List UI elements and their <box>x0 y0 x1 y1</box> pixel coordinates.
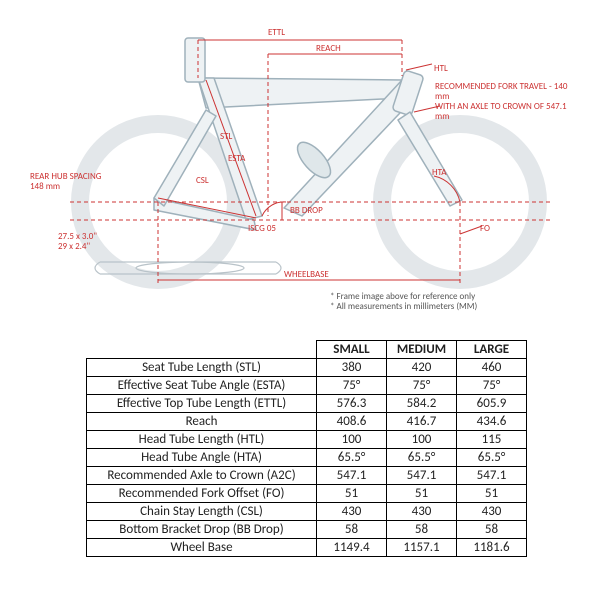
row-label: Bottom Bracket Drop (BB Drop) <box>87 521 317 539</box>
cell: 420 <box>387 359 457 377</box>
label-reach: REACH <box>316 44 341 54</box>
cell: 75° <box>387 377 457 395</box>
table-row: Recommended Axle to Crown (A2C)547.1547.… <box>87 467 527 485</box>
row-label: Effective Top Tube Length (ETTL) <box>87 395 317 413</box>
cell: 1157.1 <box>387 539 457 557</box>
label-hta: HTA <box>432 168 447 178</box>
label-stl: STL <box>220 132 232 142</box>
table-row: Reach408.6416.7434.6 <box>87 413 527 431</box>
table-row: Effective Top Tube Length (ETTL)576.3584… <box>87 395 527 413</box>
cell: 408.6 <box>317 413 387 431</box>
label-tires: 27.5 x 3.0"29 x 2.4" <box>58 232 97 252</box>
cell: 547.1 <box>317 467 387 485</box>
cell: 416.7 <box>387 413 457 431</box>
table-row: Effective Seat Tube Angle (ESTA)75°75°75… <box>87 377 527 395</box>
frame-outline <box>154 38 462 230</box>
label-fo: FO <box>480 224 490 234</box>
cell: 434.6 <box>457 413 527 431</box>
cell: 605.9 <box>457 395 527 413</box>
cell: 460 <box>457 359 527 377</box>
cell: 58 <box>457 521 527 539</box>
table-row: Seat Tube Length (STL)380420460 <box>87 359 527 377</box>
col-large: LARGE <box>457 341 527 359</box>
geometry-table-body: Seat Tube Length (STL)380420460Effective… <box>87 359 527 557</box>
row-label: Recommended Axle to Crown (A2C) <box>87 467 317 485</box>
row-label: Effective Seat Tube Angle (ESTA) <box>87 377 317 395</box>
cell: 430 <box>317 503 387 521</box>
label-fork-note: RECOMMENDED FORK TRAVEL - 140 mmWITH AN … <box>435 82 575 122</box>
cell: 1181.6 <box>457 539 527 557</box>
footnote-2: * All measurements in millimeters (MM) <box>330 302 477 313</box>
row-label: Wheel Base <box>87 539 317 557</box>
cell: 547.1 <box>387 467 457 485</box>
cell: 65.5° <box>387 449 457 467</box>
label-bbdrop: BB DROP <box>290 206 323 216</box>
cell: 58 <box>317 521 387 539</box>
cell: 547.1 <box>457 467 527 485</box>
row-label: Reach <box>87 413 317 431</box>
cell: 51 <box>317 485 387 503</box>
row-label: Seat Tube Length (STL) <box>87 359 317 377</box>
cell: 65.5° <box>317 449 387 467</box>
row-label: Head Tube Length (HTL) <box>87 431 317 449</box>
row-label: Chain Stay Length (CSL) <box>87 503 317 521</box>
label-wheelbase: WHEELBASE <box>284 270 329 280</box>
label-ettl: ETTL <box>268 28 285 38</box>
table-row: Chain Stay Length (CSL)430430430 <box>87 503 527 521</box>
cell: 65.5° <box>457 449 527 467</box>
cell: 75° <box>457 377 527 395</box>
col-small: SMALL <box>317 341 387 359</box>
col-medium: MEDIUM <box>387 341 457 359</box>
table-row: Head Tube Length (HTL)100100115 <box>87 431 527 449</box>
table-row: Recommended Fork Offset (FO)515151 <box>87 485 527 503</box>
cell: 58 <box>387 521 457 539</box>
table-row: Bottom Bracket Drop (BB Drop)585858 <box>87 521 527 539</box>
cell: 75° <box>317 377 387 395</box>
table-corner <box>87 341 317 359</box>
cell: 430 <box>457 503 527 521</box>
label-esta: ESTA <box>228 154 245 164</box>
frame-geometry-diagram: ETTL REACH HTL RECOMMENDED FORK TRAVEL -… <box>30 20 581 310</box>
row-label: Head Tube Angle (HTA) <box>87 449 317 467</box>
frame-svg <box>30 20 581 310</box>
row-label: Recommended Fork Offset (FO) <box>87 485 317 503</box>
cell: 430 <box>387 503 457 521</box>
cell: 115 <box>457 431 527 449</box>
table-row: Wheel Base1149.41157.11181.6 <box>87 539 527 557</box>
cell: 100 <box>317 431 387 449</box>
cell: 1149.4 <box>317 539 387 557</box>
cell: 380 <box>317 359 387 377</box>
label-csl: CSL <box>196 176 209 186</box>
cell: 584.2 <box>387 395 457 413</box>
geometry-table-head: SMALL MEDIUM LARGE <box>87 341 527 359</box>
cell: 51 <box>457 485 527 503</box>
label-rear-hub: REAR HUB SPACING148 mm <box>30 172 120 192</box>
cell: 100 <box>387 431 457 449</box>
label-htl: HTL <box>434 64 448 74</box>
geometry-table: SMALL MEDIUM LARGE Seat Tube Length (STL… <box>86 340 527 557</box>
cell: 51 <box>387 485 457 503</box>
table-row: Head Tube Angle (HTA)65.5°65.5°65.5° <box>87 449 527 467</box>
cell: 576.3 <box>317 395 387 413</box>
label-iscg: ISCG 05 <box>248 224 276 234</box>
